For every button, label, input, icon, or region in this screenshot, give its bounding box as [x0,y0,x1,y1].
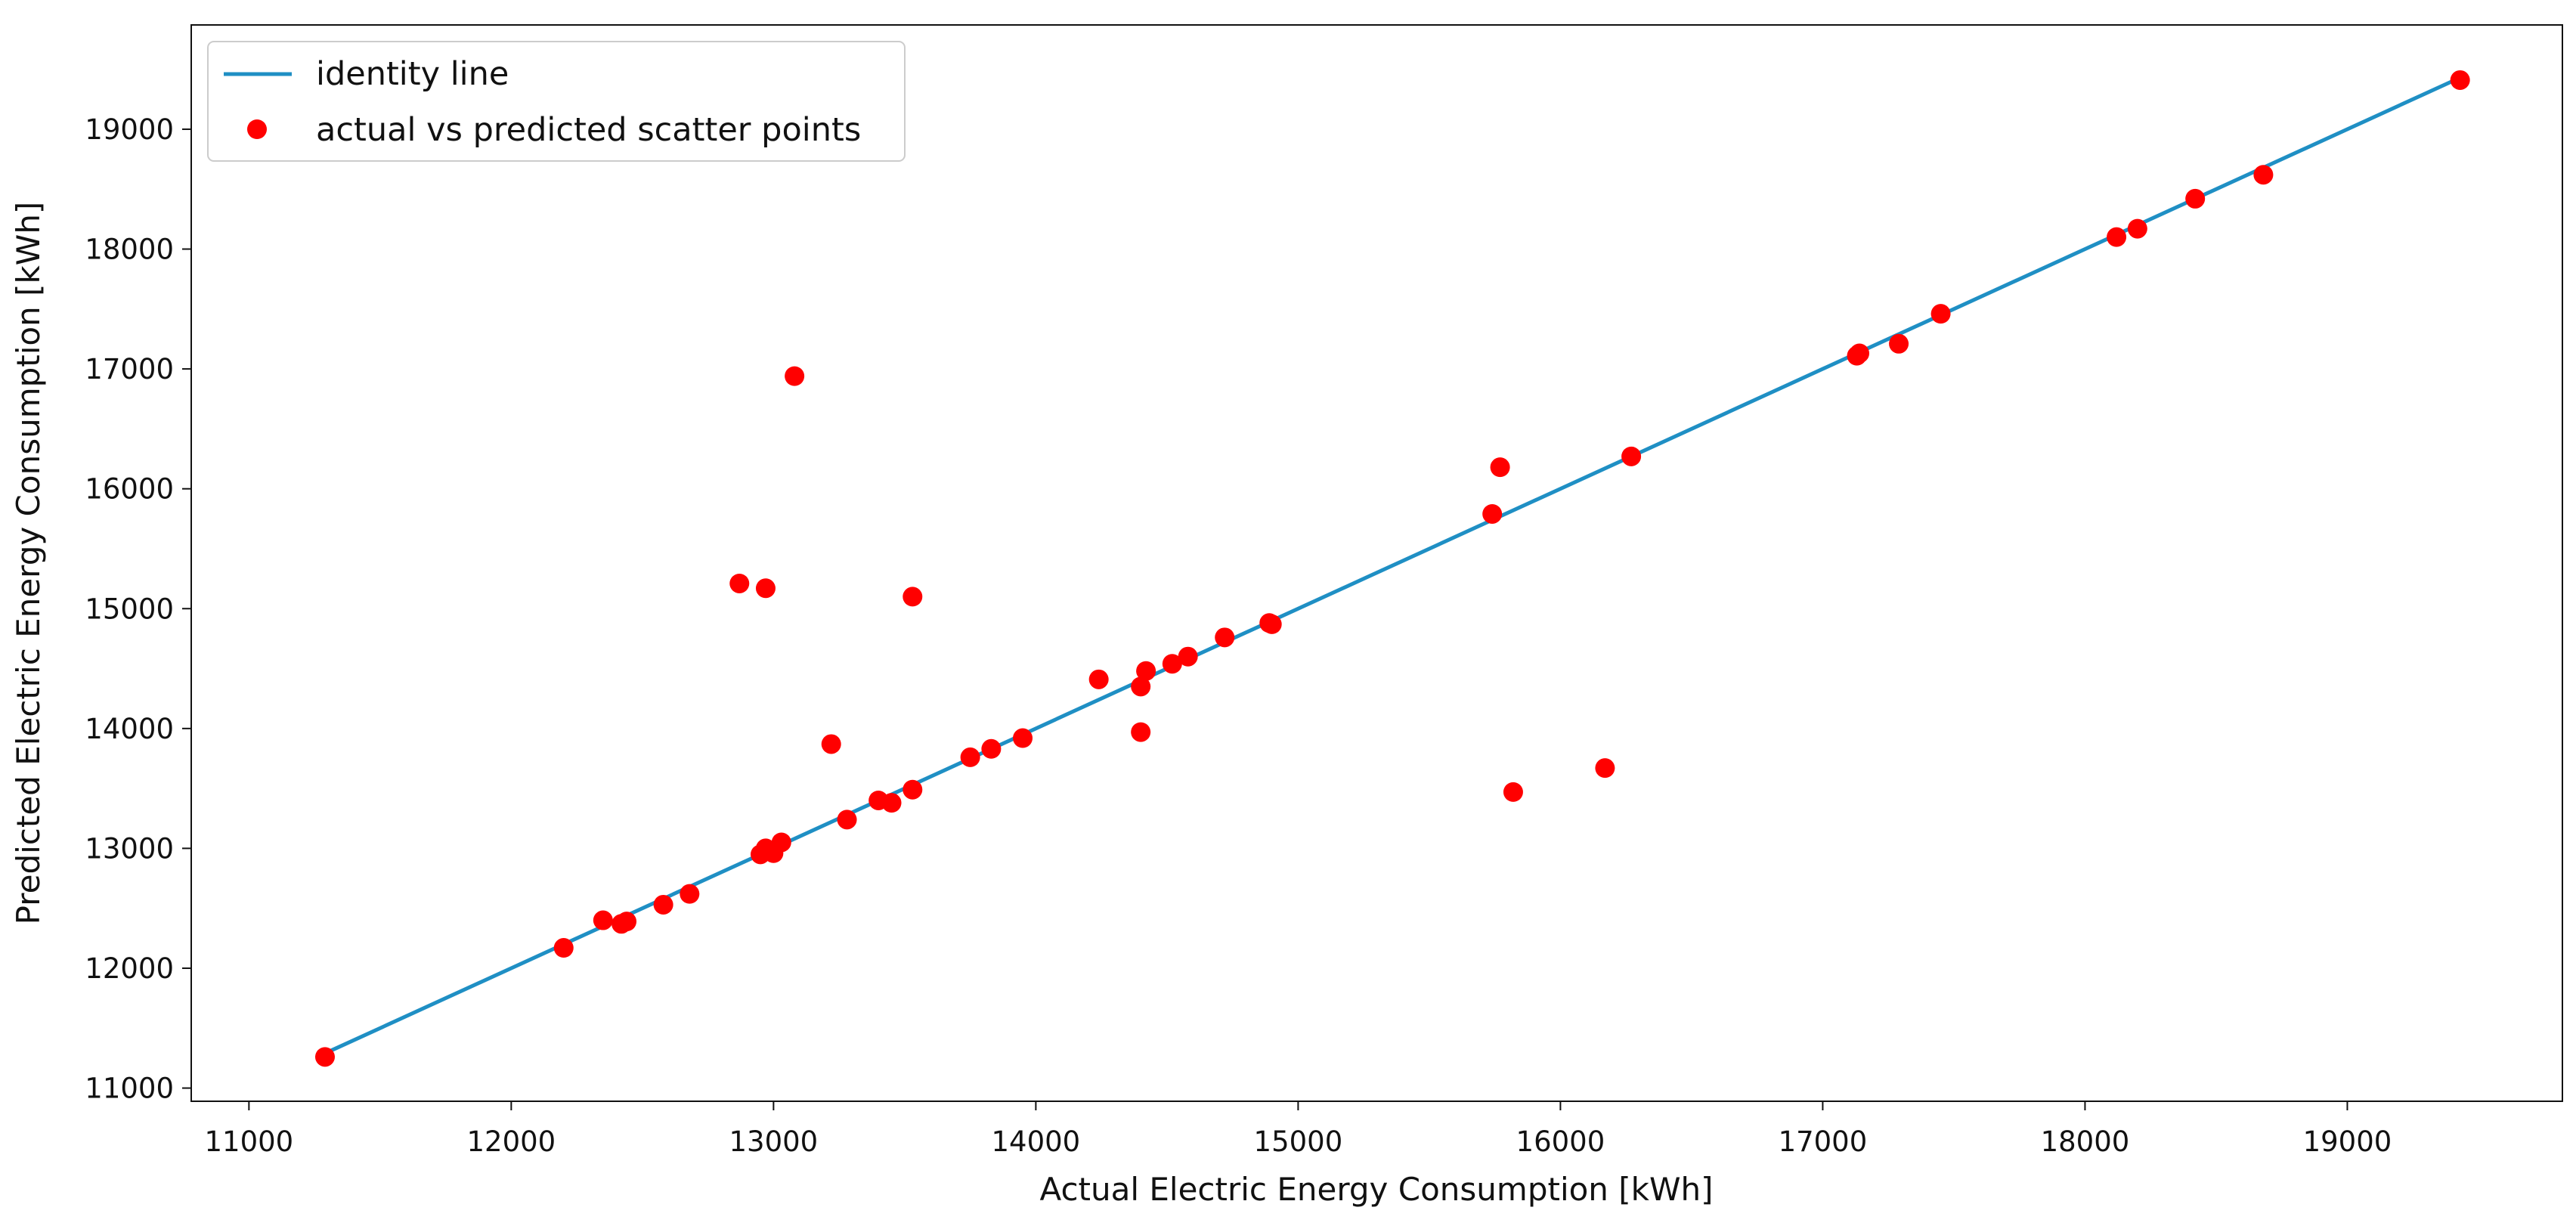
scatter-point [2107,227,2127,247]
scatter-point [314,1047,335,1067]
scatter-point [785,366,805,386]
y-tick-label: 19000 [85,113,174,146]
legend-label-identity-line: identity line [316,55,509,93]
scatter-point [1178,646,1198,667]
y-ticks: 11000 12000 13000 14000 15000 16000 17000 18000… [85,113,191,1105]
scatter-point [960,747,980,767]
plot-area [190,24,2563,1102]
x-tick-label: 17000 [1779,1125,1868,1158]
x-tick-label: 18000 [2041,1125,2130,1158]
scatter-point [1215,627,1235,648]
y-tick-label: 12000 [85,952,174,985]
y-tick-label: 14000 [85,713,174,745]
scatter-point [1013,728,1033,748]
legend-point-swatch [247,119,267,139]
x-tick-label: 19000 [2303,1125,2392,1158]
scatter-point [553,938,574,958]
scatter-point [617,912,637,932]
scatter-point [1889,333,1909,354]
scatter-point [1131,722,1151,742]
scatter-point [593,910,613,930]
x-tick-label: 15000 [1254,1125,1343,1158]
scatter-point [1136,661,1156,681]
scatter-point [2185,188,2206,209]
scatter-point [2253,165,2274,185]
y-axis-label: Predicted Electric Energy Consumption [k… [10,202,47,925]
scatter-point [981,738,1002,759]
y-tick-label: 18000 [85,234,174,266]
y-tick-label: 15000 [85,593,174,625]
scatter-point [1262,614,1282,634]
scatter-point [1930,304,1951,324]
scatter-point [1850,343,1870,364]
scatter-point [903,587,923,607]
scatter-point [653,894,673,915]
scatter-point [881,793,902,813]
legend-box [207,41,906,162]
y-tick-label: 11000 [85,1073,174,1105]
scatter-point [1482,503,1503,524]
scatter-point [821,734,841,754]
x-ticks: 11000 12000 13000 14000 15000 16000 17000 18000… [204,1101,2392,1158]
legend: identity line actual vs predicted scatte… [207,41,906,162]
scatter-point [1595,758,1615,779]
scatter-point [903,779,923,800]
x-axis-label: Actual Electric Energy Consumption [kWh] [1039,1171,1713,1208]
legend-label-scatter-points: actual vs predicted scatter points [316,111,861,149]
scatter-point [1162,654,1182,674]
x-tick-label: 13000 [729,1125,819,1158]
scatter-point [771,832,791,853]
y-tick-label: 16000 [85,473,174,506]
scatter-point [1503,782,1523,802]
x-tick-label: 16000 [1516,1125,1605,1158]
scatter-point [680,884,700,904]
scatter-point [729,573,750,593]
x-tick-label: 11000 [204,1125,293,1158]
x-tick-label: 14000 [992,1125,1081,1158]
scatter-point [2450,70,2470,90]
scatter-point [837,810,857,830]
scatter-point [1490,457,1510,478]
series-layer [314,70,2470,1067]
x-tick-label: 12000 [467,1125,556,1158]
scatter-point [1088,669,1109,689]
y-tick-label: 13000 [85,832,174,865]
scatter-point [2127,218,2147,239]
y-tick-label: 17000 [85,353,174,385]
scatter-point [1131,676,1151,697]
scatter-point [1621,446,1642,466]
scatter-point [755,578,776,599]
